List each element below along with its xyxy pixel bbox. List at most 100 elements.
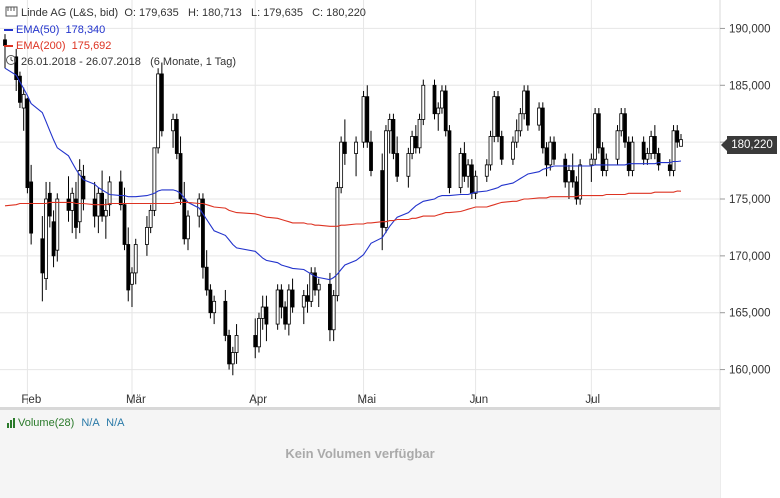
candle (230, 346, 235, 376)
ema200-swatch (4, 45, 13, 48)
candle (466, 159, 471, 188)
candle (499, 130, 504, 165)
candle (384, 125, 388, 234)
candle (679, 134, 683, 147)
volume-icon (7, 418, 15, 428)
candle (14, 48, 19, 91)
candle (574, 176, 579, 205)
ema50-label: EMA(50) (16, 24, 60, 36)
candle (578, 159, 583, 205)
candle (552, 136, 556, 165)
candle (223, 289, 228, 342)
candle (563, 153, 568, 188)
candle (518, 108, 523, 137)
y-tick-label: 160,000 (729, 365, 771, 377)
candle (615, 125, 620, 165)
candle (458, 147, 463, 194)
candle (103, 199, 108, 239)
candle (656, 147, 661, 171)
no-volume-message: Kein Volumen verfügbar (285, 446, 435, 461)
candle (339, 136, 344, 194)
legend-ema50[interactable]: EMA(50) 178,340 (4, 23, 105, 37)
clock-icon[interactable] (6, 55, 16, 65)
candle (354, 136, 358, 177)
ema50-line (4, 67, 682, 281)
candle (649, 130, 654, 160)
candle (234, 324, 239, 364)
instrument-name: Linde AG (L&S, bid) (21, 7, 119, 19)
candle (174, 113, 179, 160)
candle (626, 136, 631, 177)
candle (77, 159, 82, 234)
candle (380, 153, 385, 251)
candle (264, 295, 269, 342)
candle (275, 284, 280, 330)
volume-panel (0, 410, 720, 498)
candle (159, 62, 164, 137)
candle (567, 164, 571, 199)
candle (182, 181, 187, 245)
candle (671, 125, 676, 177)
candle (47, 181, 52, 228)
panel-divider (0, 407, 720, 410)
candle (369, 130, 373, 177)
candle (29, 164, 34, 245)
x-tick-label: Apr (249, 394, 267, 406)
candle (152, 147, 157, 217)
candle (70, 187, 75, 234)
candle (675, 125, 680, 148)
candle (156, 68, 161, 154)
candle (436, 102, 441, 131)
candle (204, 250, 209, 296)
candle (511, 136, 515, 165)
candle (342, 119, 347, 165)
candle (447, 125, 452, 194)
candle (619, 108, 624, 137)
candle (488, 130, 493, 171)
candle (544, 142, 549, 177)
candle (514, 119, 519, 148)
candle (201, 193, 205, 279)
candle (391, 113, 396, 160)
period-range: 26.01.2018 - 26.07.2018 (21, 56, 141, 68)
x-tick-label: Jul (585, 394, 600, 406)
candle (596, 108, 601, 154)
ema50-swatch (4, 29, 13, 32)
candle (537, 102, 541, 131)
candle (305, 284, 310, 313)
candle (316, 278, 321, 308)
candle (208, 284, 213, 319)
y-tick-label: 170,000 (729, 251, 771, 263)
candle (361, 90, 366, 148)
candle (260, 295, 265, 330)
candle (25, 97, 30, 194)
candle (44, 181, 48, 290)
candle (126, 227, 131, 302)
candle (406, 147, 411, 188)
candle (301, 289, 306, 325)
candle (171, 113, 175, 148)
candle (313, 267, 317, 296)
candle (365, 85, 370, 148)
candle (122, 187, 127, 251)
candle (253, 318, 258, 359)
candle (473, 170, 478, 199)
x-tick-label: Mär (126, 394, 146, 406)
ema200-line (4, 190, 682, 227)
ema200-label: EMA(200) (16, 40, 66, 52)
candle (227, 329, 231, 370)
ohlc-readout: O: 179,635 H: 180,713 L: 179,635 C: 180,… (124, 7, 366, 19)
x-tick-label: Feb (21, 394, 41, 406)
candle (623, 108, 627, 148)
volume-legend[interactable]: Volume(28) N/A N/A (8, 417, 124, 429)
candle (21, 87, 26, 131)
ruler-icon[interactable] (5, 6, 18, 17)
ema200-value: 175,692 (71, 40, 112, 52)
candle (40, 216, 45, 302)
candle (548, 136, 553, 171)
legend-ema200[interactable]: EMA(200) 175,692 (4, 39, 111, 53)
candle (652, 125, 657, 160)
candle (432, 79, 437, 120)
y-tick-label: 185,000 (729, 80, 771, 92)
